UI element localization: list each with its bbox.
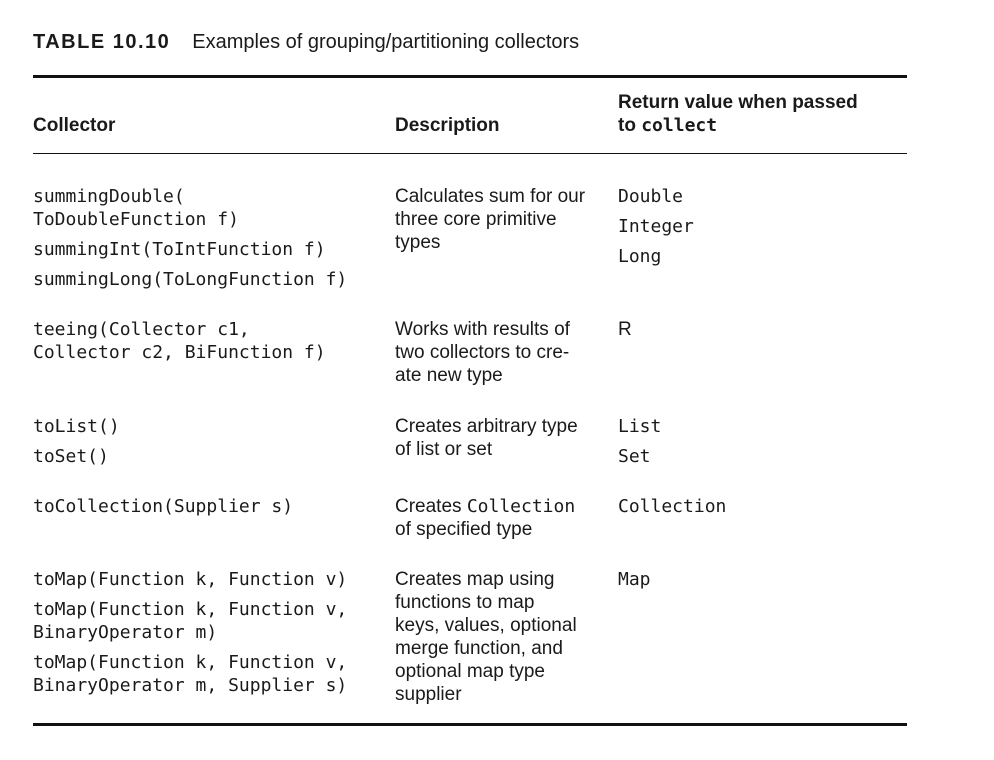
description-line: optional map type [395,661,545,682]
description-line: ate new type [395,365,503,386]
code-line: BinaryOperator m) [33,622,218,643]
collector-entry: summingInt(ToIntFunction f) [33,238,347,261]
collector-cell: toMap(Function k, Function v) toMap(Func… [33,568,347,697]
collector-entry: teeing(Collector c1, Collector c2, BiFun… [33,318,326,364]
header-return-code: collect [641,115,718,136]
table-caption: TABLE 10.10 Examples of grouping/partitio… [33,30,579,54]
collector-entry: toSet() [33,445,120,468]
code-line: Collector c2, BiFunction f) [33,342,326,363]
code-line: toMap(Function k, Function v, [33,599,348,620]
return-cell: R [618,318,632,341]
return-cell: Map [618,568,651,591]
description-line: Creates Collection [395,495,611,518]
description-line: two collectors to cre- [395,342,570,363]
collector-cell: teeing(Collector c1, Collector c2, BiFun… [33,318,326,364]
collector-entry: toList() [33,415,120,438]
description-line: Calculates sum for our [395,186,586,207]
description-line: Creates map using [395,569,555,590]
code-line: toMap(Function k, Function v, [33,652,348,673]
bottom-rule [33,723,907,726]
description-line: Creates arbitrary type [395,416,578,437]
header-return-prefix: to [618,115,642,136]
description-line: merge function, and [395,638,563,659]
return-value: Long [618,246,662,267]
description-cell: Works with results of two collectors to … [395,318,611,387]
return-cell: Double Integer Long [618,185,694,268]
collector-entry: summingLong(ToLongFunction f) [33,268,347,291]
description-line: Works with results of [395,319,570,340]
description-line: keys, values, optional [395,615,577,636]
code-line: toSet() [33,446,109,467]
description-cell: Creates map using functions to map keys,… [395,568,611,706]
code-line: toList() [33,416,120,437]
return-value: Set [618,446,651,467]
description-cell: Creates Collection of specified type [395,495,611,541]
description-code: Collection [466,496,576,517]
collector-entry: summingDouble( ToDoubleFunction f) [33,185,347,231]
header-return-line1: Return value when passed [618,92,858,113]
description-prefix: Creates [395,496,467,517]
return-value: R [618,319,632,340]
collector-entry: toMap(Function k, Function v, BinaryOper… [33,651,347,697]
header-return-value: Return value when passed to collect [618,91,858,137]
description-cell: Calculates sum for our three core primit… [395,185,611,254]
collector-cell: summingDouble( ToDoubleFunction f) summi… [33,185,347,291]
collector-entry: toMap(Function k, Function v) [33,568,347,591]
top-rule [33,75,907,78]
table-title: Examples of grouping/partitioning collec… [192,31,580,53]
header-collector: Collector [33,115,116,136]
description-line: of specified type [395,519,533,540]
return-cell: Collection [618,495,726,518]
code-line: BinaryOperator m, Supplier s) [33,675,348,696]
code-line: summingInt(ToIntFunction f) [33,239,326,260]
description-line: of list or set [395,439,493,460]
collector-entry: toCollection(Supplier s) [33,495,293,518]
description-cell: Creates arbitrary type of list or set [395,415,611,461]
header-rule [33,153,907,154]
code-line: summingDouble( [33,186,185,207]
return-value: Integer [618,216,694,237]
return-cell: List Set [618,415,661,468]
return-value: Map [618,569,651,590]
description-line: three core primitive [395,209,557,230]
code-line: summingLong(ToLongFunction f) [33,269,348,290]
return-value: Double [618,186,684,207]
header-return-line2: to collect [618,114,858,137]
code-line: toMap(Function k, Function v) [33,569,348,590]
collector-cell: toList() toSet() [33,415,120,468]
description-line: functions to map [395,592,535,613]
collector-entry: toMap(Function k, Function v, BinaryOper… [33,598,347,644]
code-line: ToDoubleFunction f) [33,209,239,230]
collector-cell: toCollection(Supplier s) [33,495,293,518]
description-line: supplier [395,684,462,705]
header-description: Description [395,115,500,136]
code-line: toCollection(Supplier s) [33,496,294,517]
table-number: TABLE 10.10 [33,31,171,53]
return-value: List [618,416,662,437]
return-value: Collection [618,496,727,517]
code-line: teeing(Collector c1, [33,319,250,340]
description-line: types [395,232,441,253]
